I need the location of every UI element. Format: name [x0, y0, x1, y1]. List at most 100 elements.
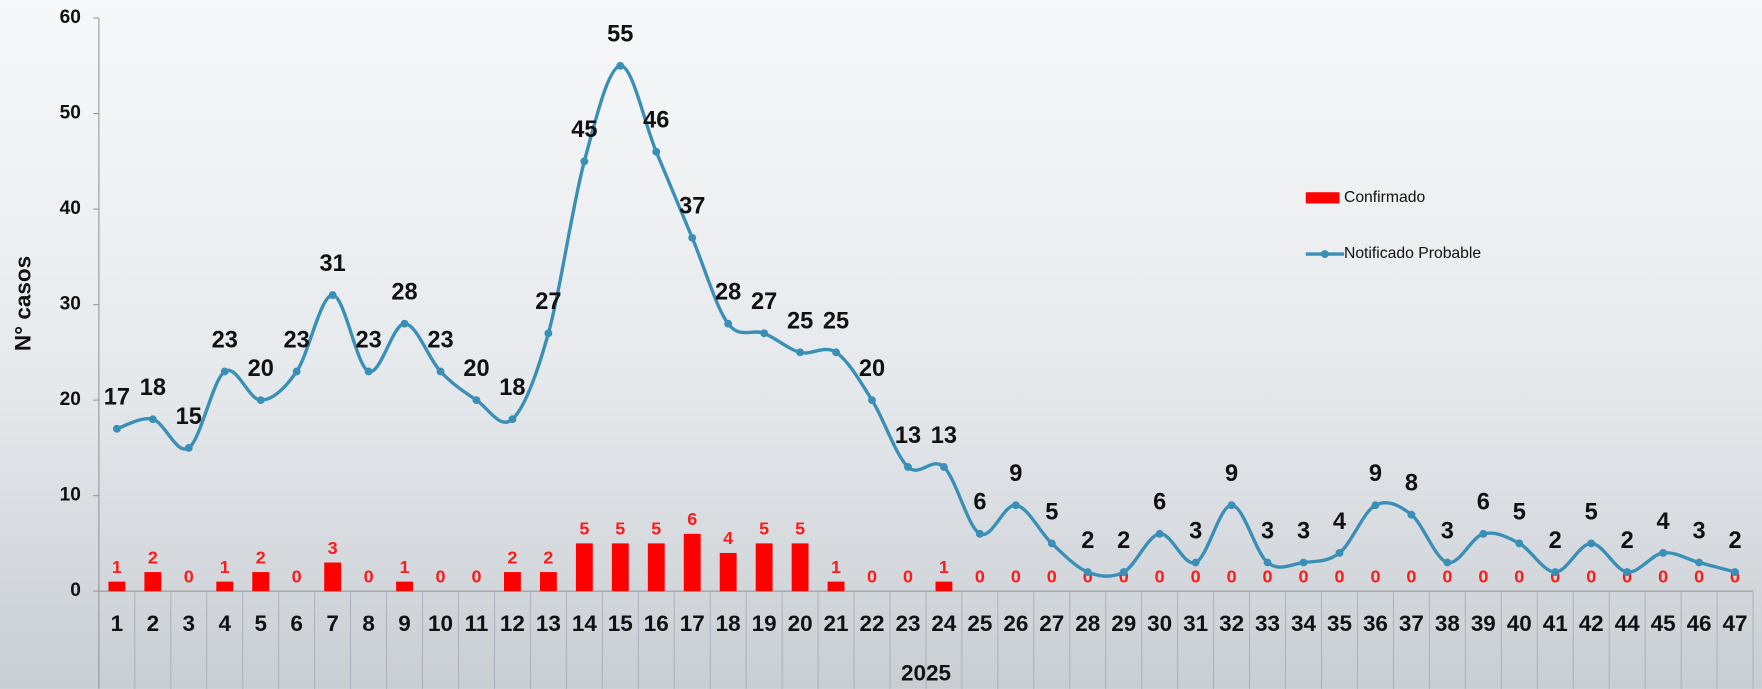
line-marker	[148, 415, 157, 424]
line-marker	[724, 319, 733, 328]
line-marker	[1443, 558, 1452, 567]
line-marker	[688, 233, 697, 242]
x-tick-label: 9	[398, 611, 410, 636]
line-marker	[832, 348, 840, 357]
x-tick-label: 37	[1399, 611, 1424, 636]
x-tick-label: 23	[895, 611, 920, 636]
x-tick-label: 24	[931, 611, 956, 636]
bar-label: 6	[687, 509, 697, 529]
line-marker	[1083, 568, 1092, 576]
x-tick-label: 12	[500, 611, 525, 636]
bar-label: 0	[1730, 566, 1740, 586]
x-tick-label: 16	[644, 611, 669, 636]
bar-label: 2	[507, 547, 517, 567]
x-tick-label: 17	[680, 611, 705, 636]
y-tick-label: 30	[60, 294, 81, 315]
line-label: 2	[1621, 527, 1634, 553]
x-tick-label: 10	[428, 611, 453, 636]
x-tick-label: 44	[1615, 611, 1640, 636]
x-tick-label: 28	[1075, 611, 1100, 636]
line-label: 20	[859, 355, 885, 381]
line-marker	[364, 367, 373, 376]
bar-label: 0	[364, 566, 374, 586]
line-marker	[868, 396, 876, 405]
bar-label: 0	[1083, 566, 1093, 586]
line-label: 27	[751, 288, 777, 314]
bar-label: 0	[1227, 566, 1237, 586]
bar	[396, 581, 413, 592]
line-marker	[1659, 549, 1668, 557]
line-label: 17	[104, 384, 130, 410]
line-marker	[904, 463, 912, 471]
line-label: 9	[1009, 460, 1022, 486]
bar-label: 2	[148, 547, 158, 567]
line-label: 28	[391, 279, 417, 305]
bar	[719, 552, 737, 592]
bar-label: 0	[1334, 566, 1344, 586]
line-label: 2	[1549, 527, 1562, 553]
x-tick-label: 42	[1579, 611, 1604, 636]
line-label: 5	[1585, 498, 1598, 524]
line-label: 3	[1441, 517, 1454, 543]
line-marker	[508, 415, 517, 424]
x-tick-label: 13	[536, 611, 561, 636]
bar-label: 0	[1514, 566, 1524, 586]
bar-label: 2	[543, 547, 553, 567]
x-tick-label: 7	[326, 611, 339, 636]
line-label: 15	[176, 403, 202, 429]
bar-label: 0	[1694, 566, 1704, 586]
x-tick-label: 18	[716, 611, 741, 636]
bar-label: 0	[1586, 566, 1596, 586]
line-label: 23	[284, 326, 310, 352]
line-label: 4	[1333, 508, 1346, 534]
bar-label: 0	[1299, 566, 1309, 586]
bar-label: 0	[1119, 566, 1129, 586]
line-marker	[975, 529, 984, 538]
line-label: 2	[1728, 527, 1741, 553]
bar-label: 0	[1550, 566, 1560, 586]
line-marker	[1335, 549, 1344, 557]
bar	[611, 543, 629, 592]
bar	[647, 543, 665, 592]
line-marker	[1407, 510, 1416, 519]
line-label: 3	[1189, 517, 1202, 543]
x-tick-label: 26	[1003, 611, 1028, 636]
bar-label: 4	[723, 528, 733, 548]
x-tick-label: 8	[362, 611, 375, 636]
bar-label: 0	[1658, 566, 1668, 586]
line-marker	[652, 147, 661, 156]
x-tick-label: 22	[860, 611, 885, 636]
bar-label: 0	[1263, 566, 1273, 586]
line-label: 9	[1369, 460, 1382, 486]
bar-label: 5	[579, 519, 589, 539]
line-marker	[1047, 539, 1056, 548]
y-tick-label: 20	[60, 389, 81, 410]
line-label: 18	[499, 374, 525, 400]
line-marker	[1731, 568, 1739, 576]
line-label: 8	[1405, 470, 1418, 496]
legend-label: Confirmado	[1344, 189, 1426, 206]
line-marker	[616, 61, 625, 70]
line-label: 3	[1297, 517, 1310, 543]
bar-label: 5	[651, 519, 661, 539]
x-tick-label: 21	[824, 611, 849, 636]
line-marker	[472, 396, 481, 405]
line-label: 2	[1081, 527, 1094, 553]
bar	[324, 562, 342, 592]
x-tick-label: 39	[1471, 611, 1496, 636]
legend-swatch	[1305, 192, 1340, 204]
line-label: 20	[463, 355, 489, 381]
bar-label: 0	[867, 566, 877, 586]
line-label: 2	[1117, 527, 1130, 553]
line-marker	[1623, 568, 1632, 576]
bar	[144, 572, 162, 592]
bar	[683, 533, 701, 592]
bar-label: 1	[220, 557, 230, 577]
x-tick-label: 14	[572, 611, 597, 636]
bar-label: 0	[1047, 566, 1057, 586]
line-label: 28	[715, 279, 741, 305]
bar-label: 0	[1011, 566, 1021, 586]
line-label: 3	[1693, 517, 1706, 543]
line-marker	[1155, 529, 1164, 538]
line-marker	[328, 291, 337, 299]
